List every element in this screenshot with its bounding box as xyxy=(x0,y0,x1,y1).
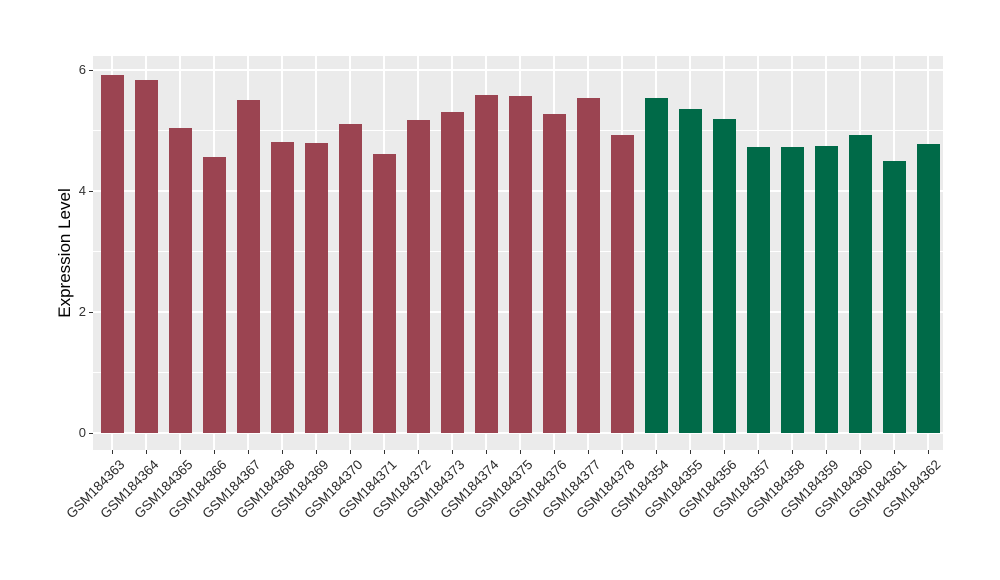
y-axis-title: Expression Level xyxy=(55,188,74,318)
x-tick-mark xyxy=(791,450,793,454)
x-tick-mark xyxy=(247,450,249,454)
x-tick-mark xyxy=(553,450,555,454)
bar-GSM184361 xyxy=(882,160,906,433)
x-tick-mark xyxy=(621,450,623,454)
bar-GSM184371 xyxy=(372,154,396,433)
bar-GSM184357 xyxy=(746,146,770,433)
x-tick-mark xyxy=(825,450,827,454)
bar-GSM184370 xyxy=(338,124,362,433)
bar-GSM184377 xyxy=(576,98,600,433)
x-tick-mark xyxy=(451,450,453,454)
bar-GSM184365 xyxy=(168,128,192,433)
x-tick-mark xyxy=(315,450,317,454)
x-tick-mark xyxy=(655,450,657,454)
bar-GSM184359 xyxy=(814,146,838,433)
y-tick-mark xyxy=(89,70,93,71)
y-tick-mark xyxy=(89,433,93,434)
x-tick-mark xyxy=(893,450,895,454)
y-tick-mark xyxy=(89,191,93,192)
bar-GSM184374 xyxy=(474,94,498,433)
x-tick-mark xyxy=(859,450,861,454)
x-tick-mark xyxy=(213,450,215,454)
bar-GSM184373 xyxy=(440,111,464,433)
bar-GSM184368 xyxy=(270,141,294,433)
bar-GSM184376 xyxy=(542,113,566,433)
bar-GSM184362 xyxy=(916,144,940,433)
x-tick-mark xyxy=(281,450,283,454)
bar-GSM184369 xyxy=(304,143,328,433)
bar-GSM184367 xyxy=(236,100,260,433)
x-tick-mark xyxy=(757,450,759,454)
x-tick-mark xyxy=(417,450,419,454)
x-tick-mark xyxy=(689,450,691,454)
bar-GSM184366 xyxy=(202,156,226,433)
bar-GSM184356 xyxy=(712,119,736,433)
bar-GSM184355 xyxy=(678,109,702,433)
x-tick-mark xyxy=(927,450,929,454)
h-gridline-major xyxy=(93,69,943,71)
y-tick-label: 4 xyxy=(78,183,86,198)
h-gridline-major xyxy=(93,432,943,434)
bar-GSM184364 xyxy=(134,79,158,433)
y-tick-label: 6 xyxy=(78,62,86,77)
bar-GSM184354 xyxy=(644,97,668,433)
y-tick-mark xyxy=(89,312,93,313)
bar-GSM184358 xyxy=(780,146,804,433)
x-tick-mark xyxy=(145,450,147,454)
bar-GSM184360 xyxy=(848,134,872,433)
x-tick-mark xyxy=(349,450,351,454)
y-tick-label: 0 xyxy=(78,425,86,440)
x-tick-mark xyxy=(519,450,521,454)
bar-GSM184372 xyxy=(406,120,430,433)
x-tick-mark xyxy=(485,450,487,454)
x-tick-mark xyxy=(723,450,725,454)
x-tick-mark xyxy=(179,450,181,454)
x-tick-mark xyxy=(587,450,589,454)
x-tick-mark xyxy=(111,450,113,454)
bar-GSM184363 xyxy=(100,74,124,433)
bar-GSM184378 xyxy=(610,134,634,433)
bar-GSM184375 xyxy=(508,96,532,433)
y-tick-label: 2 xyxy=(78,304,86,319)
x-tick-mark xyxy=(383,450,385,454)
plot-panel xyxy=(93,56,943,450)
